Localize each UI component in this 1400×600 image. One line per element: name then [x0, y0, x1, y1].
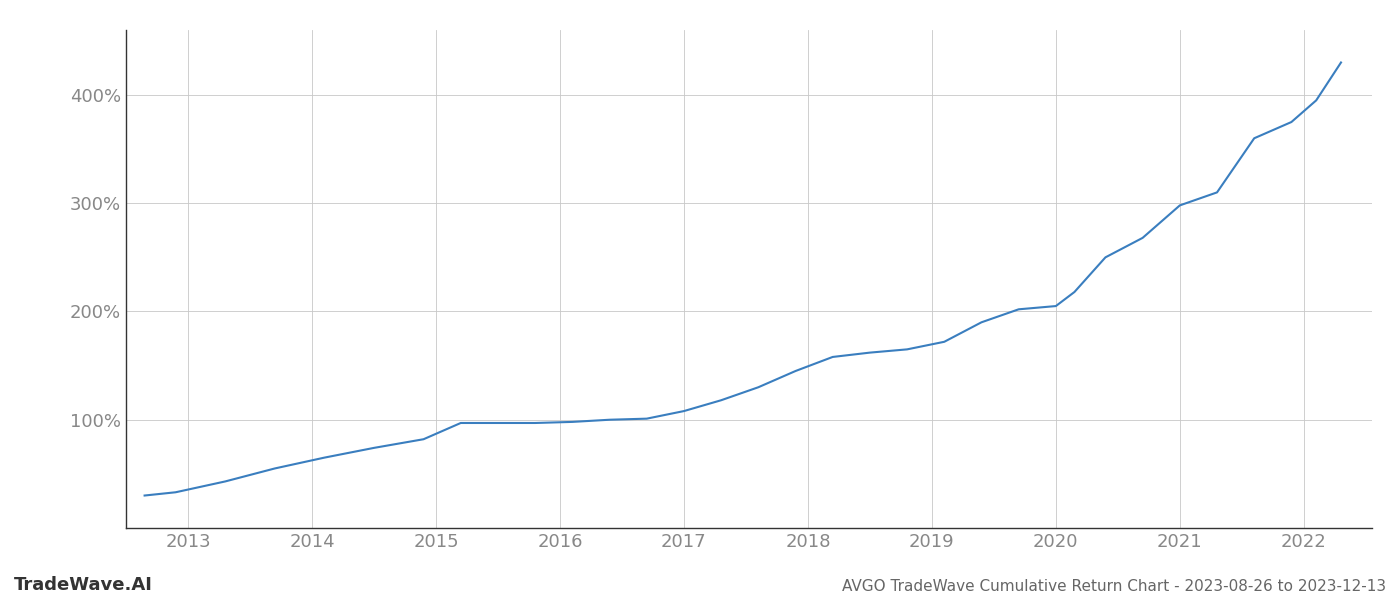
Text: AVGO TradeWave Cumulative Return Chart - 2023-08-26 to 2023-12-13: AVGO TradeWave Cumulative Return Chart -…	[841, 579, 1386, 594]
Text: TradeWave.AI: TradeWave.AI	[14, 576, 153, 594]
